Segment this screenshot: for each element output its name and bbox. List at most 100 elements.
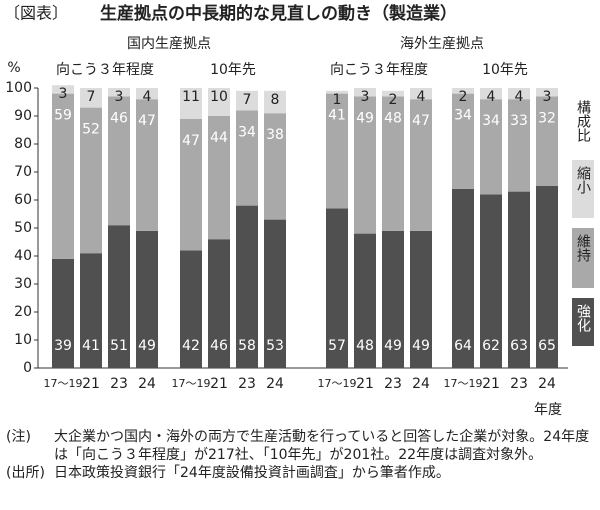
value-label: 62 (482, 338, 500, 354)
bar-segment (136, 99, 158, 231)
bar-segment (180, 118, 202, 251)
value-label: 3 (59, 86, 68, 102)
subgroup-label: 向こう３年程度 (56, 62, 154, 78)
bar-segment (108, 225, 130, 368)
legend-label: 強化 (575, 304, 591, 333)
x-tick-label: 21 (356, 376, 374, 392)
value-label: 38 (266, 127, 284, 143)
note-text: 大企業かつ国内・海外の両方で生産活動を行っていると回答した企業が対象。24年度は… (54, 429, 590, 463)
bar-segment (326, 90, 348, 94)
bar-segment (480, 88, 502, 100)
y-tick-label: 80 (14, 136, 32, 152)
value-label: 47 (138, 113, 156, 129)
bar-segment (236, 110, 258, 206)
note: (注) 大企業かつ国内・海外の両方で生産活動を行っていると回答した企業が対象。24… (6, 428, 594, 464)
value-label: 11 (182, 89, 200, 105)
y-tick-label: 20 (14, 304, 32, 320)
x-tick-label: 24 (412, 376, 430, 392)
notes: (注) 大企業かつ国内・海外の両方で生産活動を行っていると回答した企業が対象。24… (6, 428, 594, 482)
value-label: 4 (417, 89, 426, 105)
bar-segment (452, 188, 474, 368)
bar-segment (236, 90, 258, 111)
bar-segment (264, 219, 286, 368)
bar-segment (208, 239, 230, 368)
x-tick-label: 23 (510, 376, 528, 392)
legend-label: 縮小 (575, 166, 591, 195)
bar-segment (508, 88, 530, 100)
value-label: 46 (110, 110, 128, 126)
value-label: 34 (454, 108, 472, 124)
value-label: 1 (333, 92, 342, 108)
value-label: 10 (210, 89, 228, 105)
y-tick-label: 10 (14, 332, 32, 348)
legend-swatch (572, 228, 594, 288)
bar-segment (52, 85, 74, 94)
value-label: 51 (110, 338, 128, 354)
x-tick-label: 21 (82, 376, 100, 392)
bar-segment (508, 191, 530, 368)
value-label: 49 (138, 338, 156, 354)
bar-segment (52, 258, 74, 368)
bar-segment (536, 186, 558, 368)
bar-segment (354, 233, 376, 368)
bar-segment (208, 116, 230, 240)
subgroup-label: 10年先 (482, 62, 528, 78)
bar-segment (52, 93, 74, 259)
value-label: 41 (328, 108, 346, 124)
value-label: 42 (182, 338, 200, 354)
note-text: 日本政策投資銀行「24年度設備投資計画調査」から筆者作成。 (54, 465, 450, 481)
value-label: 64 (454, 338, 472, 354)
chart: 〔図表〕 生産拠点の中長期的な見直しの動き（製造業） % 年度 0 10 20 30 4… (4, 3, 594, 418)
x-tick-label: 24 (138, 376, 156, 392)
x-tick-label: 24 (538, 376, 556, 392)
value-label: 3 (361, 89, 370, 105)
x-tick-label: 23 (110, 376, 128, 392)
bar-segment (264, 113, 286, 220)
value-label: 32 (538, 110, 556, 126)
value-label: 47 (182, 133, 200, 149)
value-label: 46 (210, 338, 228, 354)
bar-segment (536, 88, 558, 97)
value-label: 41 (82, 338, 100, 354)
y-tick-label: 0 (23, 360, 32, 376)
x-tick-label: 17～19 (318, 377, 357, 390)
value-label: 4 (515, 89, 524, 105)
bar-segment (536, 96, 558, 186)
value-label: 63 (510, 338, 528, 354)
bar-segment (410, 88, 432, 100)
group-label: 国内生産拠点 (127, 36, 211, 52)
x-tick-label: 24 (266, 376, 284, 392)
value-label: 3 (115, 89, 124, 105)
bar-segment (326, 208, 348, 368)
value-label: 4 (143, 89, 152, 105)
bar-segment (452, 88, 474, 94)
value-label: 49 (412, 338, 430, 354)
legend-label: 維持 (575, 234, 591, 262)
x-tick-label: 17～19 (444, 377, 483, 390)
value-label: 53 (266, 338, 284, 354)
note-label: (出所) (6, 465, 45, 481)
y-tick-label: 90 (14, 108, 32, 124)
value-label: 8 (271, 92, 280, 108)
bar-segment (236, 205, 258, 368)
y-tick-label: 30 (14, 276, 32, 292)
bar-segment (180, 250, 202, 368)
figure-label: 〔図表〕 (4, 4, 68, 23)
bar-segment (452, 93, 474, 189)
value-label: 33 (510, 113, 528, 129)
bar-segment (108, 96, 130, 226)
subgroup-label: 10年先 (210, 62, 256, 78)
y-tick-label: 60 (14, 192, 32, 208)
value-label: 49 (384, 338, 402, 354)
chart-title: 生産拠点の中長期的な見直しの動き（製造業） (100, 3, 457, 24)
note: (出所) 日本政策投資銀行「24年度設備投資計画調査」から筆者作成。 (6, 464, 594, 482)
y-tick-label: 50 (14, 220, 32, 236)
bar-segment (382, 230, 404, 368)
bar-segment (354, 88, 376, 97)
group-label: 海外生産拠点 (400, 36, 484, 52)
y-tick-label: 100 (5, 80, 32, 96)
value-label: 2 (459, 89, 468, 105)
bar-segment (410, 99, 432, 231)
legend-title: 構成比 (575, 100, 591, 142)
